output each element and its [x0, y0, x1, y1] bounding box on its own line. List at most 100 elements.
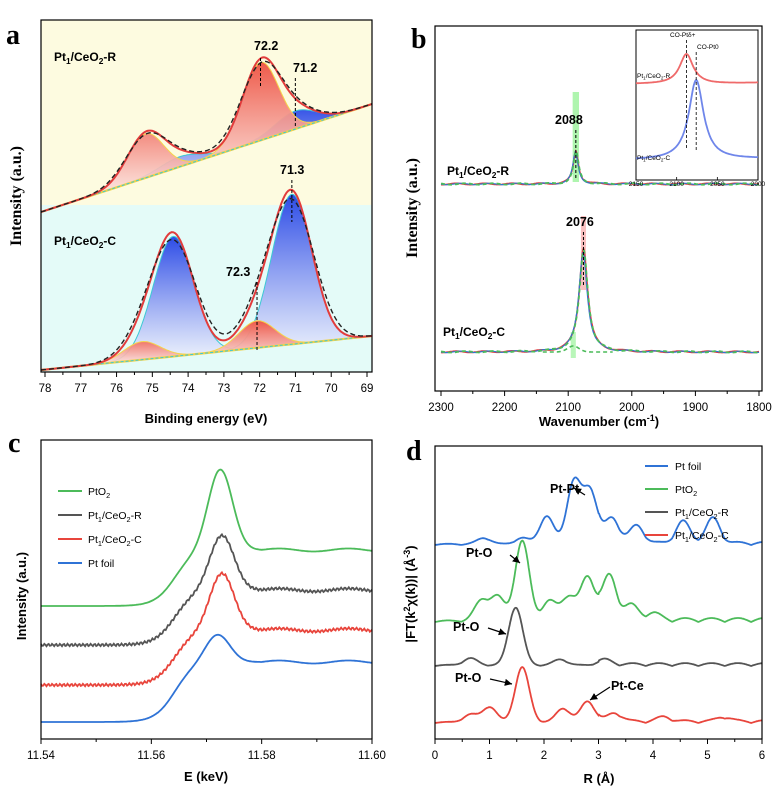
- panel-a-x-tick-label: 73: [217, 383, 230, 395]
- panel-d-label-pt-o-pto2: Pt-O: [466, 546, 493, 560]
- panel-a-x-tick-label: 76: [110, 383, 123, 395]
- panel-a-peak-label-71-3: 71.3: [280, 163, 304, 177]
- panel-a-xlabel: Binding energy (eV): [145, 411, 268, 426]
- legend-label-pt1-ceo2-c: Pt1/CeO2-C: [88, 534, 142, 548]
- inset-marker-label-pt0: CO-Pt0: [697, 44, 719, 51]
- ir-component-green: [542, 345, 613, 353]
- xps-background-line-cyan: [40, 103, 373, 213]
- panel-d-legend: Pt foil PtO2 Pt1/CeO2-R Pt1/CeO2-C: [645, 461, 729, 544]
- panel-a-x-tick-label: 69: [361, 383, 374, 395]
- legend-label-d-pt1-ceo2-c: Pt1/CeO2-C: [675, 530, 729, 544]
- panel-a-x-tick-label: 72: [253, 383, 266, 395]
- panel-b-x-tick-label: 1800: [746, 402, 772, 414]
- panel-b-plot-area: [440, 92, 760, 358]
- panel-a-x-ticks: 78 77 76 75 74 73 72 71 70 69: [39, 372, 374, 395]
- legend-label-d-pt-foil: Pt foil: [675, 461, 701, 473]
- ir-spectrum-R: [440, 150, 759, 186]
- panel-d-x-tick-label: 4: [650, 750, 657, 762]
- panel-b-x-tick-label: 2000: [619, 402, 645, 414]
- ft-exafs-line: [434, 606, 763, 667]
- xanes-line: [41, 633, 373, 723]
- panel-d: d 0 1 2 3 4 5 6 R (Å) |FT(k2χ(k))| (Å-3) Pt fo…: [402, 436, 765, 786]
- annotation-arrow: [573, 487, 586, 496]
- panel-b-peak-label-2088: 2088: [555, 113, 583, 127]
- inset-spectrum: [635, 78, 759, 160]
- panel-b-peak-label-2076: 2076: [566, 215, 594, 229]
- inset-tick-label: 2100: [669, 181, 684, 188]
- panel-a-x-tick-label: 77: [74, 383, 87, 395]
- panel-d-x-tick-label: 3: [595, 750, 601, 762]
- legend-label-pt1-ceo2-r: Pt1/CeO2-R: [88, 510, 142, 524]
- panel-d-x-tick-label: 5: [704, 750, 710, 762]
- ft-exafs-line: [434, 539, 763, 624]
- annotation-arrow: [487, 627, 507, 636]
- annotation-arrow: [509, 554, 521, 564]
- panel-a-sample-label-r: Pt1/CeO2-R: [54, 50, 116, 66]
- ft-exafs-line: [434, 666, 763, 724]
- panel-b-x-ticks: 2300 2200 2100 2000 1900 1800: [428, 391, 772, 414]
- panel-d-ylabel: |FT(k2χ(k))| (Å-3): [402, 545, 418, 642]
- inset-tick-label: 2050: [710, 181, 725, 188]
- panel-c-x-tick-label: 11.60: [358, 750, 386, 762]
- panel-a-peak-label-72-2: 72.2: [254, 39, 278, 53]
- xanes-line: [41, 468, 373, 607]
- panel-a-sample-label-c: Pt1/CeO2-C: [54, 234, 116, 250]
- panel-a-x-tick-label: 70: [325, 383, 338, 395]
- panel-d-x-ticks: 0 1 2 3 4 5 6: [432, 739, 765, 762]
- panel-c: c 11.54 11.56 11.58 11.60 E (keV) Intensity…: [8, 428, 386, 784]
- panel-d-x-tick-label: 2: [541, 750, 547, 762]
- xps-fit-envelope: [40, 188, 373, 371]
- panel-b-inset-x-ticks: 2150 2100 2050 2000: [629, 177, 766, 188]
- panel-b-inset-plot: [635, 40, 759, 160]
- panel-c-legend: PtO2 Pt1/CeO2-R Pt1/CeO2-C Pt foil: [58, 486, 142, 570]
- inset-sample-label-c: Pt1/CeO2-C: [637, 155, 671, 163]
- panel-d-label-pt-o-c: Pt-O: [455, 671, 482, 685]
- xanes-line: [40, 532, 373, 648]
- panel-d-x-tick-label: 1: [486, 750, 492, 762]
- panel-c-plot-area: [40, 468, 373, 723]
- xps-fit-envelope: [40, 56, 373, 213]
- panel-b-ylabel: Intensity (a.u.): [404, 158, 421, 258]
- panel-c-letter: c: [8, 428, 20, 459]
- inset-tick-label: 2000: [751, 181, 766, 188]
- panel-b-x-tick-label: 1900: [683, 402, 709, 414]
- annotation-arrow: [589, 686, 611, 701]
- panel-c-x-tick-label: 11.56: [137, 750, 165, 762]
- panel-d-plot-area: [434, 476, 763, 724]
- panel-d-xlabel: R (Å): [583, 771, 614, 786]
- panel-c-ylabel: Intensity (a.u.): [14, 552, 29, 640]
- panel-a-peak-label-71-2: 71.2: [293, 61, 317, 75]
- xps-raw-data: [40, 60, 373, 213]
- panel-a-x-tick-label: 74: [182, 383, 195, 395]
- panel-b-x-tick-label: 2200: [492, 402, 518, 414]
- panel-b-sample-label-r: Pt1/CeO2-R: [447, 164, 509, 180]
- legend-label-pto2: PtO2: [88, 486, 110, 500]
- legend-label-d-pt1-ceo2-r: Pt1/CeO2-R: [675, 507, 729, 521]
- panel-a-x-tick-label: 71: [289, 383, 302, 395]
- panel-d-x-tick-label: 0: [432, 750, 438, 762]
- panel-b-x-tick-label: 2300: [428, 402, 454, 414]
- inset-tick-label: 2150: [629, 181, 644, 188]
- xanes-line: [40, 570, 373, 688]
- legend-label-pt-foil: Pt foil: [88, 558, 114, 570]
- panel-d-x-tick-label: 6: [759, 750, 765, 762]
- panel-c-xlabel: E (keV): [184, 769, 228, 784]
- panel-b-sample-label-c: Pt1/CeO2-C: [443, 325, 505, 341]
- panel-c-x-tick-label: 11.58: [248, 750, 276, 762]
- panel-d-letter: d: [406, 436, 422, 467]
- panel-d-label-pt-ce: Pt-Ce: [611, 679, 644, 693]
- panel-a-x-tick-label: 75: [146, 383, 159, 395]
- ft-exafs-line: [434, 476, 763, 546]
- panel-b: b 2300 2200 2100 2000 1900 1800 Wavenumber (c…: [404, 24, 772, 429]
- panel-a-x-tick-label: 78: [39, 383, 52, 395]
- panel-b-xlabel: Wavenumber (cm-1): [539, 413, 659, 429]
- panel-b-letter: b: [411, 24, 427, 55]
- ir-spectrum-C: [440, 248, 759, 354]
- panel-a-ylabel: Intensity (a.u.): [8, 146, 25, 246]
- panel-d-label-pt-pt: Pt-Pt: [550, 482, 580, 496]
- panel-c-x-tick-label: 11.54: [27, 750, 56, 762]
- panel-c-x-ticks: 11.54 11.56 11.58 11.60: [27, 739, 386, 762]
- ir-band-green-small: [570, 332, 576, 358]
- panel-d-label-pt-o-r: Pt-O: [453, 620, 480, 634]
